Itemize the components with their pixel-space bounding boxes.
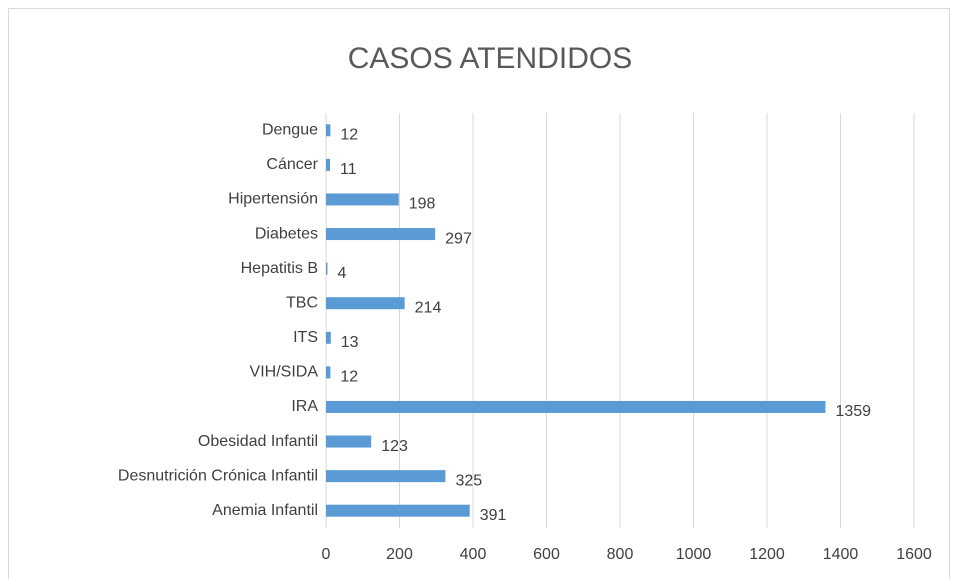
x-tick-label: 1200: [749, 546, 785, 563]
chart-border: [8, 8, 950, 579]
x-tick-label: 1400: [823, 546, 859, 563]
bar: [326, 124, 331, 137]
data-label: 391: [480, 507, 507, 524]
data-label: 214: [415, 299, 442, 316]
data-label: 12: [340, 369, 358, 386]
x-tick-label: 600: [533, 546, 560, 563]
data-label: 123: [381, 438, 408, 455]
data-label: 1359: [835, 403, 871, 420]
y-tick-label: Hepatitis B: [241, 260, 318, 277]
bar: [326, 158, 331, 171]
y-tick-label: IRA: [291, 398, 318, 415]
bar: [326, 262, 328, 275]
y-tick-label: TBC: [286, 294, 318, 311]
data-label: 12: [340, 127, 358, 144]
bar: [326, 228, 436, 241]
x-tick-label: 400: [460, 546, 487, 563]
y-tick-label: ITS: [293, 329, 318, 346]
x-tick-label: 0: [322, 546, 331, 563]
x-tick-label: 200: [386, 546, 413, 563]
x-tick-label: 1600: [896, 546, 932, 563]
bar: [326, 470, 446, 483]
chart-title: CASOS ATENDIDOS: [348, 42, 633, 75]
bar: [326, 297, 405, 310]
data-label: 325: [455, 472, 482, 489]
bar: [326, 331, 331, 344]
x-tick-label: 1000: [676, 546, 712, 563]
y-tick-label: VIH/SIDA: [250, 364, 319, 381]
y-tick-label: Anemia Infantil: [212, 502, 318, 519]
data-label: 13: [341, 334, 359, 351]
y-tick-label: Obesidad Infantil: [198, 433, 318, 450]
bar: [326, 193, 399, 206]
data-label: 11: [340, 161, 357, 178]
data-label: 4: [337, 265, 346, 282]
x-tick-label: 800: [607, 546, 634, 563]
y-tick-label: Hipertensión: [228, 191, 318, 208]
bar: [326, 435, 372, 448]
bar: [326, 504, 470, 517]
y-tick-label: Dengue: [262, 122, 318, 139]
data-label: 297: [445, 230, 472, 247]
bar: [326, 366, 331, 379]
y-tick-label: Diabetes: [255, 225, 318, 242]
data-label: 198: [409, 196, 436, 213]
y-tick-label: Desnutrición Crónica Infantil: [118, 467, 318, 484]
bar: [326, 400, 826, 413]
y-tick-label: Cáncer: [266, 156, 318, 173]
